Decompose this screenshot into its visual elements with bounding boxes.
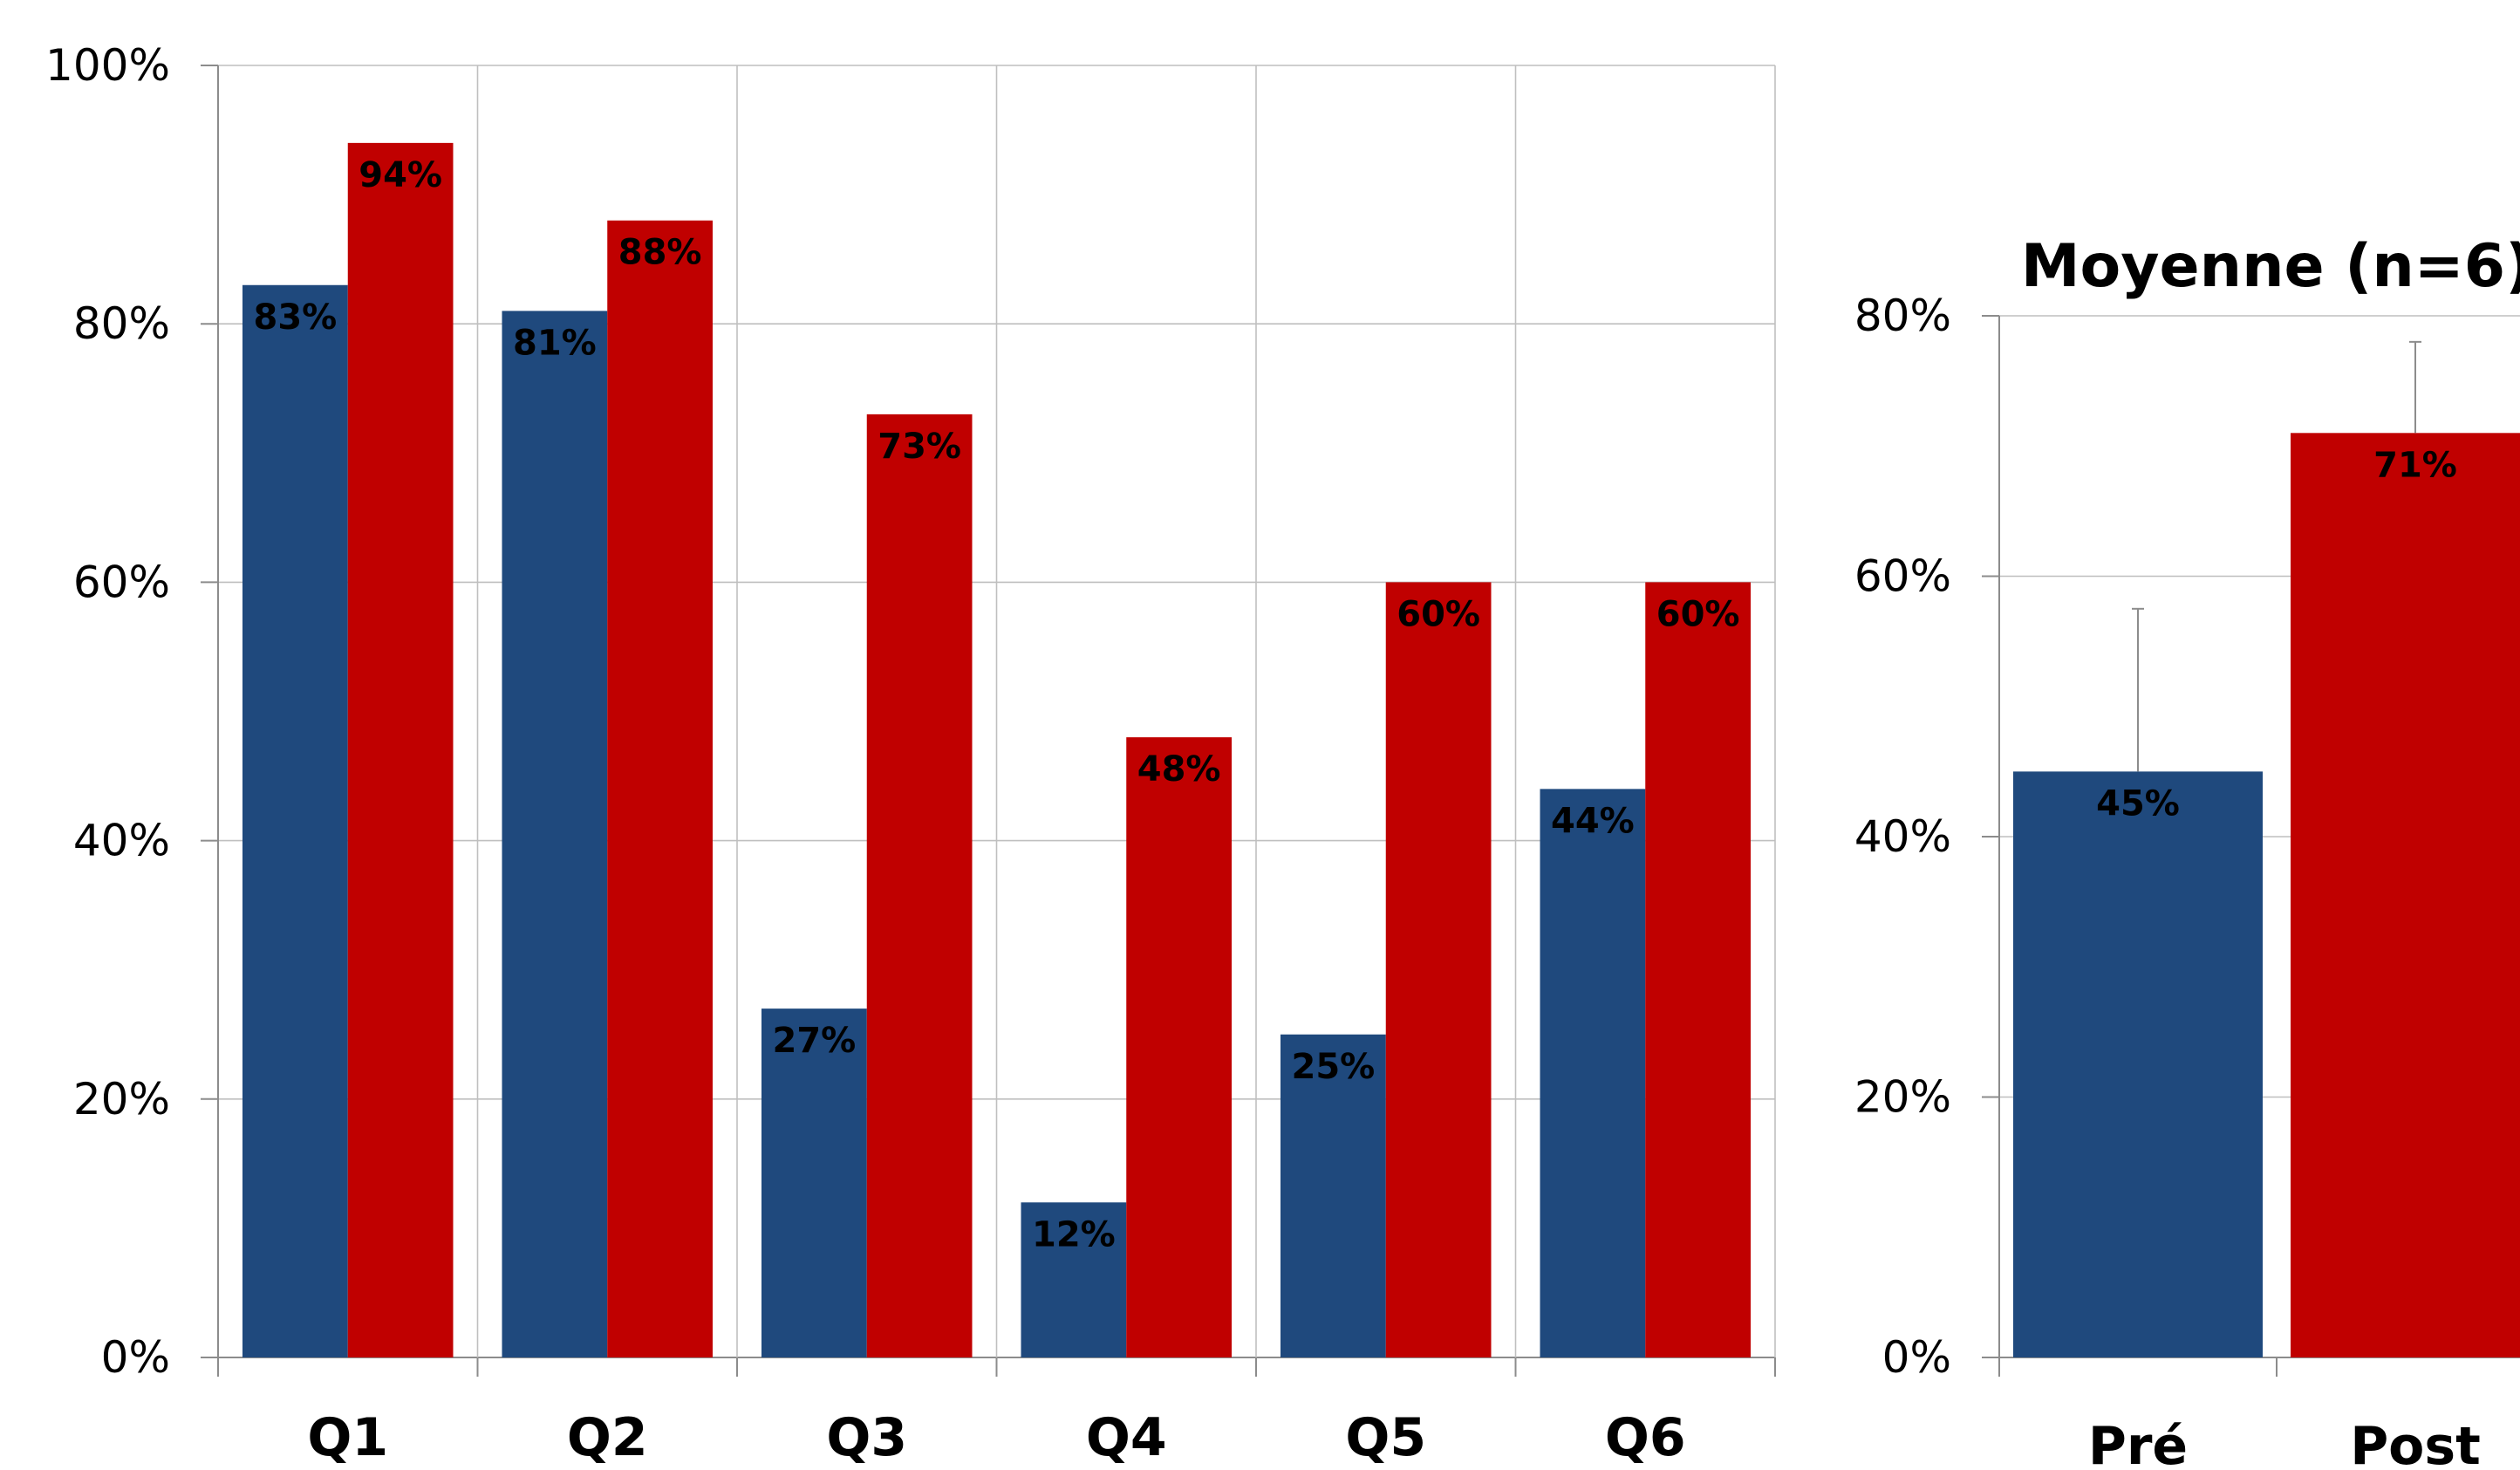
data-label: 25% (1292, 1047, 1376, 1087)
y-tick-label: 20% (73, 1074, 170, 1125)
bar-q5-series-2 (1385, 582, 1492, 1357)
data-label: 94% (359, 155, 442, 195)
data-label: 48% (1137, 749, 1221, 790)
bar-q1-series-2 (347, 142, 454, 1358)
data-label: 12% (1032, 1214, 1116, 1255)
x-tick-label: Q6 (1605, 1407, 1686, 1468)
bar-q1-series-1 (242, 284, 348, 1357)
right-chart-average: 0% 20% 40% 60% 80% 45% Pré 71% Post Moyenne (n=6) (1854, 232, 2520, 1470)
y-tick-label: 40% (73, 816, 170, 866)
bar-pre (2013, 771, 2263, 1357)
bar-q5-series-1 (1280, 1034, 1386, 1357)
data-label: 60% (1397, 594, 1480, 634)
y-tick-label: 80% (73, 298, 170, 349)
y-tick-label: 60% (73, 557, 170, 607)
y-tick-label: 0% (1882, 1332, 1951, 1383)
bar-q4-series-2 (1126, 737, 1232, 1357)
data-label: 44% (1551, 801, 1635, 841)
data-label: 71% (2373, 445, 2457, 485)
x-tick-label: Post (2350, 1416, 2481, 1470)
chart-title: Moyenne (n=6) (2021, 232, 2520, 301)
y-tick-label: 20% (1854, 1072, 1951, 1123)
x-tick-label: Q5 (1345, 1407, 1426, 1468)
y-tick-label: 100% (45, 40, 170, 91)
x-tick-label: Q2 (567, 1407, 648, 1468)
data-label: 27% (773, 1021, 857, 1061)
x-tick-label: Q3 (826, 1407, 907, 1468)
data-label: 73% (878, 427, 961, 467)
y-tick-label: 40% (1854, 811, 1951, 862)
bar-post (2291, 433, 2520, 1358)
bar-q3-series-2 (866, 414, 973, 1357)
data-label: 88% (618, 233, 702, 273)
x-tick-label: Pré (2088, 1416, 2188, 1470)
bar-q2-series-1 (502, 311, 608, 1357)
bar-q6-series-2 (1645, 582, 1751, 1357)
bar-q4-series-1 (1021, 1202, 1127, 1357)
data-label: 83% (254, 297, 338, 338)
x-tick-label: Q4 (1086, 1407, 1167, 1468)
data-label: 60% (1656, 594, 1740, 634)
data-label: 81% (513, 323, 597, 363)
data-label: 45% (2096, 783, 2180, 824)
bar-q6-series-1 (1540, 789, 1646, 1357)
x-tick-label: Q1 (307, 1407, 388, 1468)
y-tick-label: 0% (101, 1332, 170, 1383)
left-chart-questions: 0% 20% 40% 60% 80% 100% 83% 94% Q1 81% 88% Q2 27% 73%… (45, 40, 1776, 1468)
y-tick-label: 80% (1854, 291, 1951, 341)
bar-q2-series-2 (607, 220, 713, 1358)
bar-q3-series-1 (761, 1008, 867, 1357)
y-tick-label: 60% (1854, 551, 1951, 602)
